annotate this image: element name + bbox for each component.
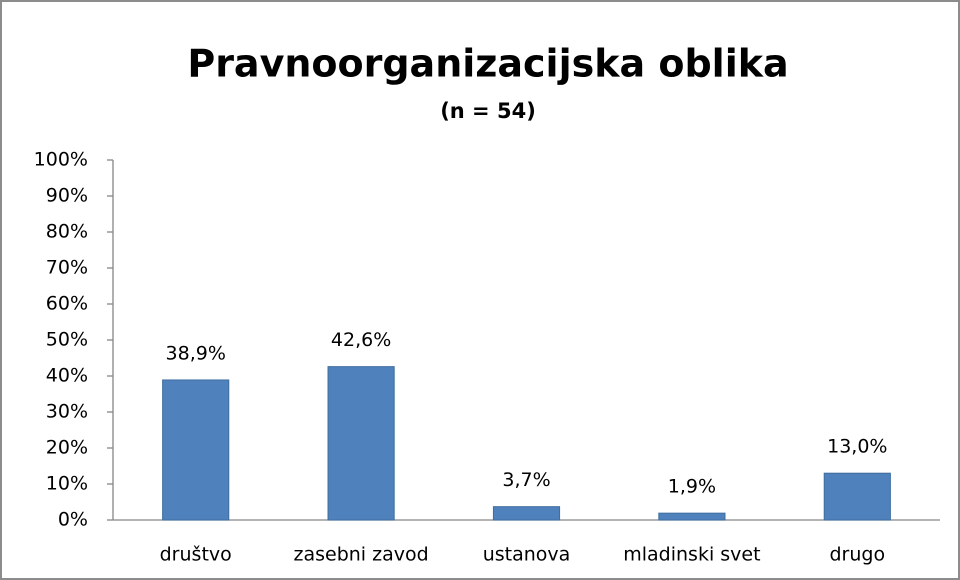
bar (492, 506, 561, 521)
bar (327, 366, 395, 521)
y-tick-label: 70% (46, 257, 88, 279)
bar (162, 379, 230, 521)
y-tick-label: 20% (46, 437, 88, 459)
x-tick-label: ustanova (483, 544, 571, 566)
chart-subtitle: (n = 54) (440, 99, 536, 123)
y-tick-label: 50% (46, 329, 88, 351)
y-tick-label: 0% (58, 509, 88, 531)
y-tick-label: 40% (46, 365, 88, 387)
bar (658, 512, 726, 521)
y-tick-label: 10% (46, 473, 88, 495)
y-tick-label: 80% (46, 221, 88, 243)
y-tick-label: 60% (46, 293, 88, 315)
x-tick-label: drugo (829, 544, 885, 566)
y-tick-label: 90% (46, 185, 88, 207)
y-tick-label: 30% (46, 401, 88, 423)
x-tick-label: zasebni zavod (294, 544, 429, 566)
value-label: 13,0% (827, 436, 887, 458)
value-label: 1,9% (668, 476, 716, 498)
bar (823, 472, 891, 521)
x-tick-label: društvo (160, 544, 232, 566)
value-label: 42,6% (331, 329, 391, 351)
x-tick-label: mladinski svet (623, 544, 760, 566)
value-label: 3,7% (502, 469, 550, 491)
y-tick-label: 100% (34, 149, 88, 171)
chart-title: Pravnoorganizacijska oblika (187, 42, 788, 86)
value-label: 38,9% (166, 342, 226, 364)
